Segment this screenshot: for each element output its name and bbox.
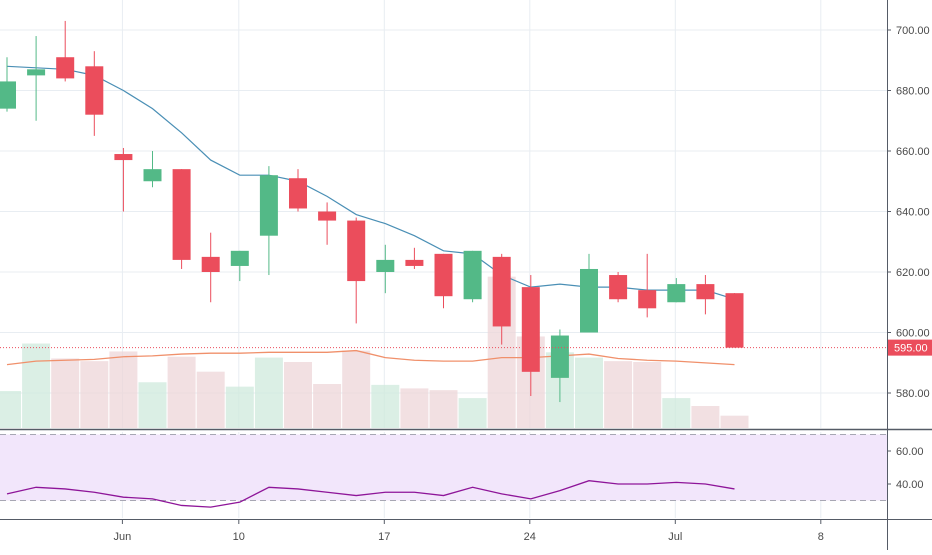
y-tick-label: 640.00 — [896, 207, 930, 219]
candle-body — [638, 290, 657, 309]
volume-bar — [400, 388, 429, 428]
volume-bar — [225, 386, 254, 428]
volume-bar — [429, 390, 458, 428]
candle-body — [259, 175, 278, 236]
candle-body — [289, 178, 307, 209]
volume-bar — [575, 357, 603, 428]
candle-body — [201, 256, 220, 272]
last-price-badge — [888, 339, 932, 356]
volume-bar — [22, 343, 51, 428]
candle-body — [143, 169, 162, 182]
volume-bar — [0, 391, 21, 428]
candle-body — [463, 250, 482, 300]
y-tick-label: 580.00 — [896, 388, 930, 400]
rsi-band-fill — [0, 434, 887, 501]
volume-bar — [720, 415, 749, 428]
candle-body — [580, 268, 598, 333]
volume-average-line — [6, 349, 735, 366]
candle-body — [318, 211, 337, 221]
volume-bar — [342, 350, 371, 428]
x-tick-label: Jun — [114, 531, 132, 543]
x-tick-label: 8 — [818, 531, 824, 543]
candle-body — [114, 154, 133, 161]
candle-body — [667, 284, 686, 303]
rsi-polyline — [6, 480, 735, 508]
y-tick-label: 680.00 — [896, 86, 930, 98]
candle-body — [172, 169, 191, 260]
volume-average-polyline — [6, 349, 735, 366]
volume-bars — [0, 276, 749, 428]
volume-bar — [604, 361, 633, 428]
volume-bar — [196, 371, 225, 428]
last-price-label: 595.00 — [894, 343, 928, 355]
volume-bar — [691, 406, 720, 428]
volume-bar — [167, 356, 196, 428]
rsi-pane[interactable] — [0, 434, 887, 508]
volume-bar — [138, 382, 167, 428]
candle-body — [230, 250, 249, 266]
candle-body — [550, 335, 569, 378]
y-tick-label: 600.00 — [896, 328, 930, 340]
x-tick-label: Jul — [668, 531, 682, 543]
rsi-y-tick-label: 40.00 — [896, 479, 924, 491]
candle-body — [27, 69, 46, 76]
candle-body — [347, 220, 366, 282]
moving-average-polyline — [6, 65, 735, 300]
moving-average-line — [6, 65, 735, 300]
candle-body — [56, 57, 75, 79]
y-tick-label: 700.00 — [896, 25, 930, 37]
volume-bar — [371, 384, 400, 428]
last-price-line: 595.00 — [0, 339, 932, 356]
volume-bar — [254, 357, 283, 428]
volume-bar — [458, 398, 487, 428]
candle-body — [85, 66, 104, 115]
candle-body — [376, 259, 395, 272]
candle-body — [0, 81, 16, 109]
volume-bar — [284, 362, 312, 428]
volume-bar — [51, 358, 80, 428]
volume-bar — [109, 351, 138, 428]
candlesticks[interactable] — [0, 20, 744, 403]
candle-body — [609, 275, 628, 300]
x-tick-label: 24 — [524, 531, 536, 543]
candle-body — [521, 287, 540, 372]
candle-body — [696, 284, 715, 300]
volume-bar — [313, 384, 342, 428]
x-tick-label: 10 — [233, 531, 245, 543]
y-tick-label: 620.00 — [896, 267, 930, 279]
candle-body — [405, 259, 424, 266]
x-tick-label: 17 — [378, 531, 390, 543]
volume-bar — [662, 398, 691, 428]
candle-body — [492, 256, 511, 327]
volume-bar — [633, 362, 662, 428]
volume-bar — [80, 361, 109, 428]
candle-body — [725, 293, 744, 348]
y-tick-label: 660.00 — [896, 146, 930, 158]
rsi-y-tick-label: 60.00 — [896, 446, 924, 458]
candle-body — [434, 253, 453, 297]
